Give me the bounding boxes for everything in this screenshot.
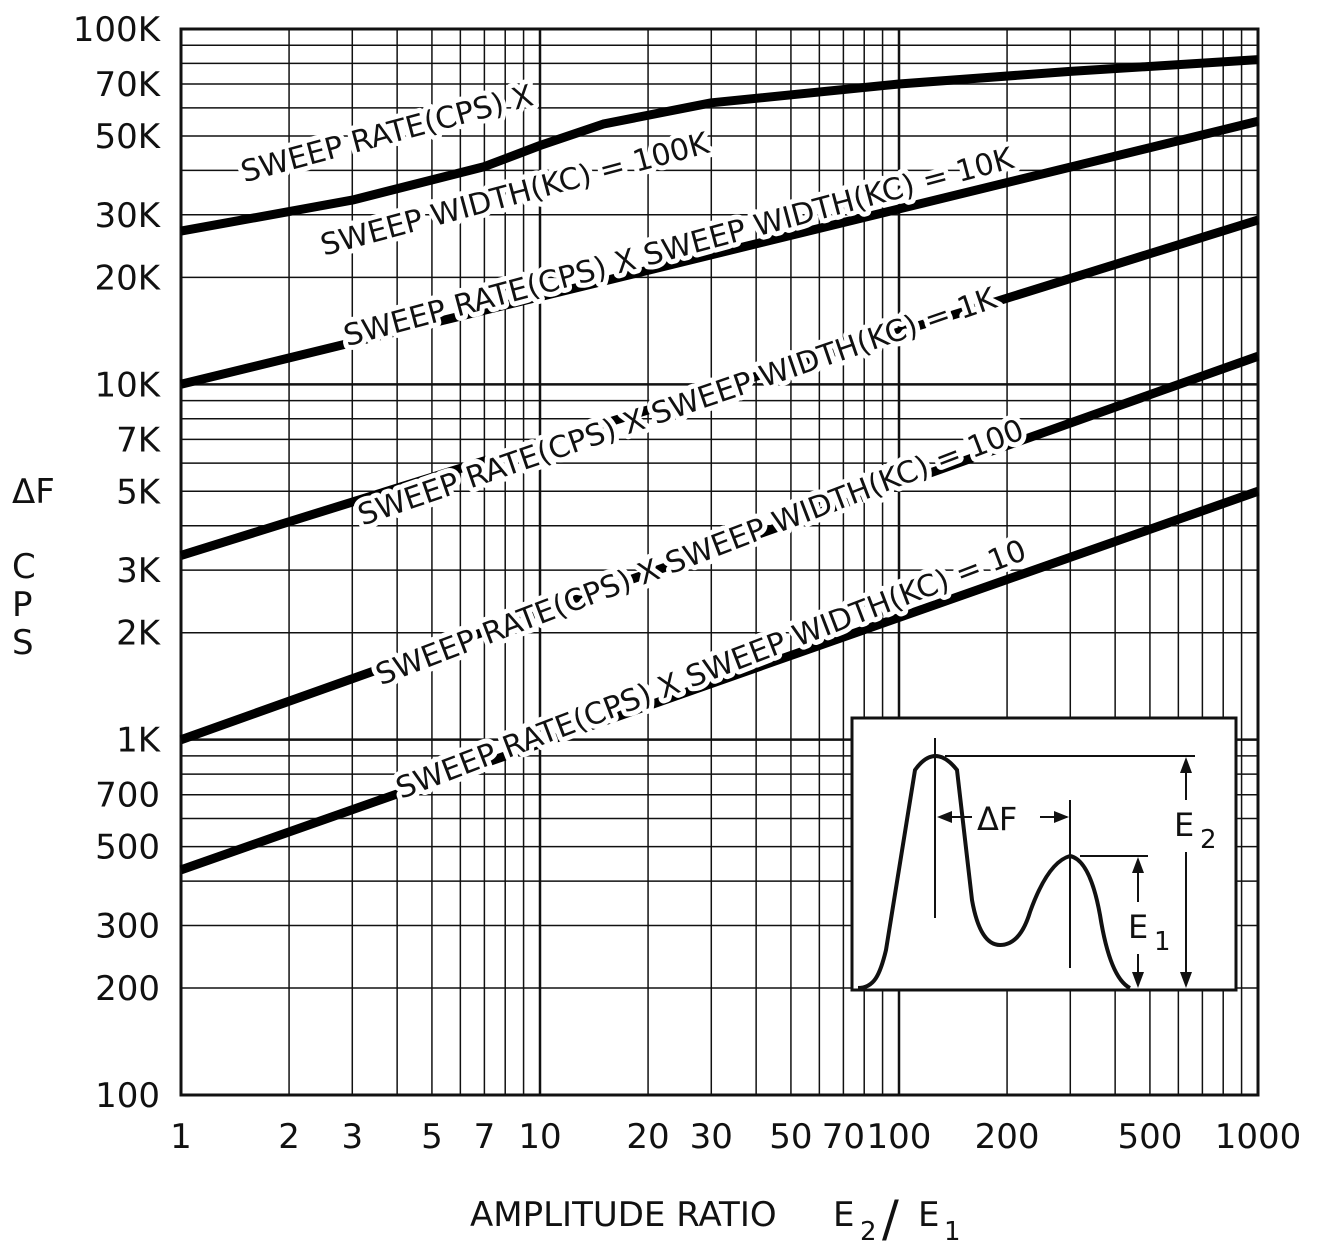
x-axis-title-e2: E [833, 1195, 854, 1235]
y-tick-label: 500 [95, 828, 160, 868]
y-axis-title-c: C [12, 547, 36, 587]
y-tick-label: 3K [116, 551, 162, 591]
x-axis-title-slash: / [882, 1190, 899, 1248]
y-tick-label: 10K [94, 365, 161, 405]
x-axis-title-e1: E [918, 1195, 939, 1235]
y-tick-label: 300 [95, 906, 160, 946]
curves [179, 55, 1260, 875]
y-tick-label: 100 [95, 1076, 160, 1116]
y-axis-title-delta-f: ΔF [12, 472, 55, 512]
curve-4 [179, 351, 1260, 744]
inset-delta-arrowhead-right [1054, 811, 1069, 823]
inset-e2-label-bg [1170, 800, 1230, 852]
x-tick-label: 3 [341, 1117, 363, 1157]
inset-waveform [857, 754, 1132, 990]
curve-1 [180, 55, 1259, 236]
x-tick-label: 100 [867, 1117, 932, 1157]
inset-e2-arrowhead-bottom [1180, 972, 1192, 988]
inset-e1-arrowhead-top [1132, 857, 1144, 873]
y-axis-title-s: S [12, 623, 34, 663]
x-tick-label: 20 [626, 1117, 669, 1157]
plot-frame [179, 27, 1260, 1097]
x-axis-title-e1-sub: 1 [944, 1217, 961, 1247]
y-tick-label: 2K [116, 614, 162, 654]
curve-2 [179, 116, 1260, 389]
inset-e1-label-bg [1124, 902, 1176, 954]
curve-5 [179, 487, 1260, 875]
x-axis-title-e2-sub: 2 [860, 1217, 877, 1247]
x-tick-label: 7 [474, 1117, 496, 1157]
x-tick-label: 70 [822, 1117, 865, 1157]
x-tick-label: 50 [769, 1117, 812, 1157]
x-tick-label: 10 [518, 1117, 561, 1157]
y-tick-label: 1K [116, 721, 162, 761]
inset-frame [850, 716, 1238, 992]
y-tick-label: 70K [94, 65, 161, 105]
x-tick-label: 1000 [1215, 1117, 1302, 1157]
inset-e1-label: E [1128, 908, 1148, 946]
x-tick-label: 2 [278, 1117, 300, 1157]
x-tick-label: 200 [975, 1117, 1040, 1157]
y-tick-labels: 100 200 300 500 700 1K 2K 3K 5K 7K 10K 20K 30K 50K 70K… [73, 10, 162, 1116]
x-tick-labels: 1 2 3 5 7 10 20 30 50 70 100 200 500 1000 [170, 1117, 1301, 1157]
x-tick-label: 30 [690, 1117, 733, 1157]
y-tick-label: 200 [95, 969, 160, 1009]
inset-e2-arrowhead-top [1180, 757, 1192, 773]
y-tick-label: 700 [95, 776, 160, 816]
y-tick-label: 30K [94, 196, 161, 236]
x-tick-label: 1 [170, 1117, 192, 1157]
y-tick-label: 5K [116, 472, 162, 512]
curve-1-label-1: SWEEP RATE(CPS) X [237, 78, 537, 190]
inset-e1-arrowhead-bottom [1132, 972, 1144, 988]
inset-e1-subscript: 1 [1154, 927, 1171, 957]
inset-e2-subscript: 2 [1200, 825, 1217, 855]
inset-delta-label: ΔF [977, 800, 1017, 838]
inset-delta-arrowhead-left [937, 811, 952, 823]
x-axis-title-main: AMPLITUDE RATIO [470, 1195, 777, 1235]
y-axis-title-p: P [12, 585, 33, 625]
x-tick-label: 500 [1117, 1117, 1182, 1157]
y-tick-label: 50K [94, 117, 161, 157]
y-tick-label: 100K [73, 10, 162, 50]
y-tick-label: 7K [116, 420, 162, 460]
y-tick-label: 20K [94, 258, 161, 298]
inset-diagram: ΔF E 2 E 1 [850, 716, 1238, 992]
curve-4-label-1: SWEEP RATE(CPS) X SWEEP WIDTH(KC) = 100 [371, 413, 1029, 693]
inset-e2-label: E [1174, 806, 1194, 844]
curve-3 [179, 215, 1260, 560]
x-tick-label: 5 [421, 1117, 443, 1157]
